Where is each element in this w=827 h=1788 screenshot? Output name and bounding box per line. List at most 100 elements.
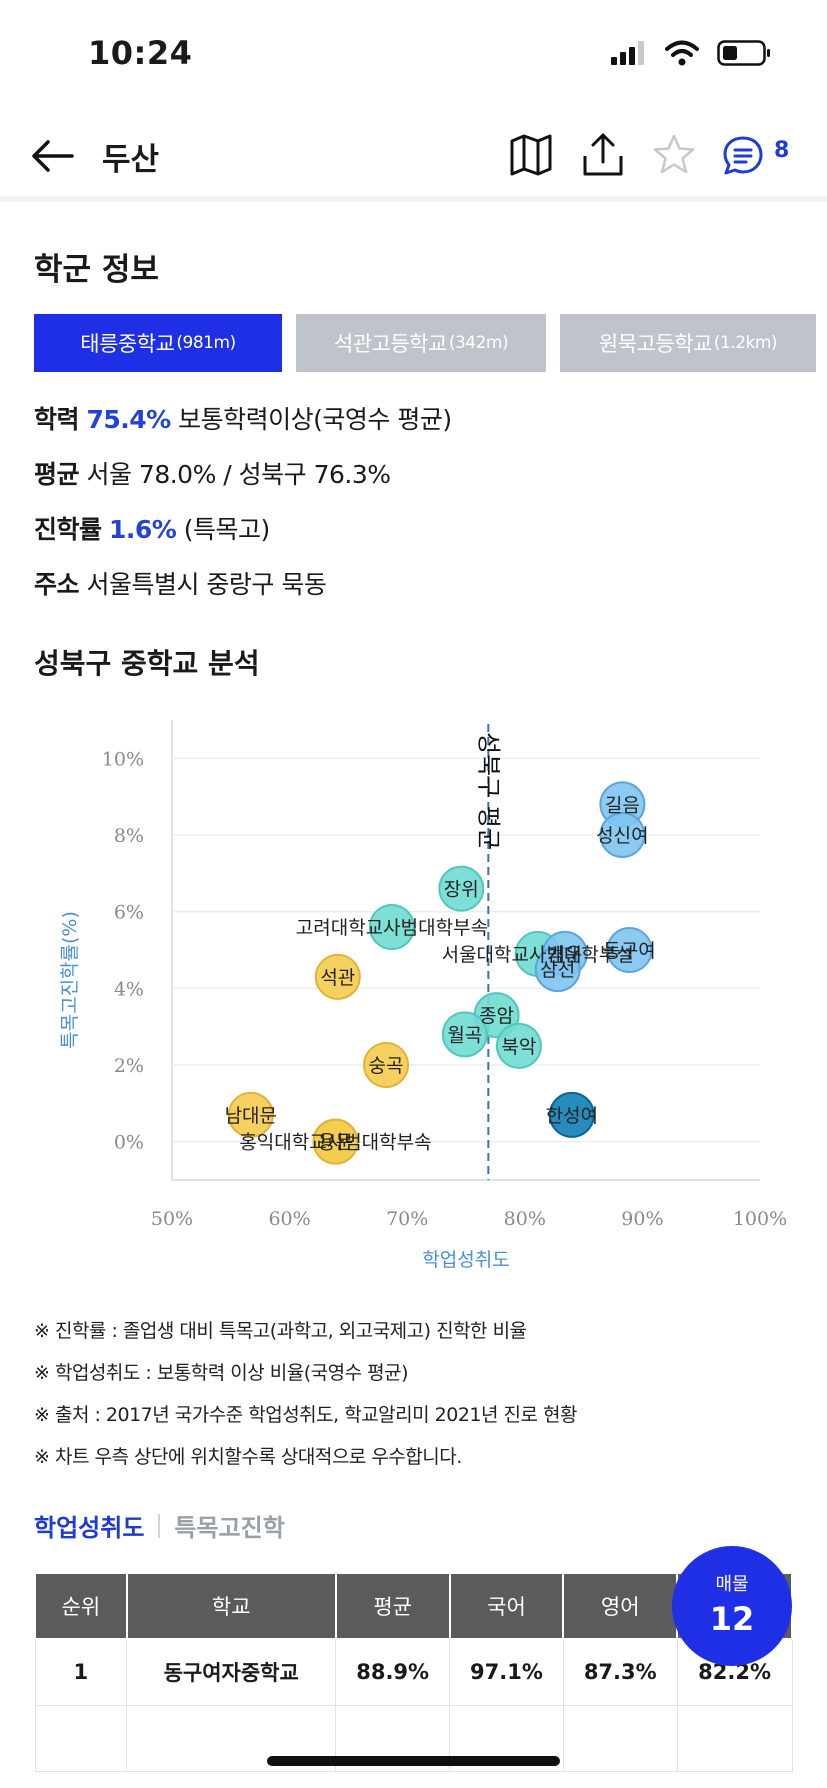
- advance-line: 진학률 1.6% (특목고): [34, 510, 270, 546]
- table-row[interactable]: 1 동구여자중학교 88.9% 97.1% 87.3% 82.2%: [34, 1638, 793, 1706]
- address-line: 주소 서울특별시 중랑구 묵동: [34, 565, 327, 601]
- data-point-label: 길음: [605, 794, 640, 816]
- x-tick-label: 50%: [151, 1208, 193, 1230]
- average-line-label: 성북구 평균: [474, 732, 502, 850]
- back-arrow-icon[interactable]: [28, 132, 76, 180]
- note-2: ※ 학업성취도 : 보통학력 이상 비율(국영수 평균): [34, 1362, 409, 1384]
- tab-school-3-name: 원묵고등학교: [598, 332, 712, 356]
- school-info-heading: 학군 정보: [34, 252, 159, 288]
- col-rank: 순위: [34, 1572, 128, 1640]
- advance-value: 1.6%: [108, 515, 177, 544]
- cell-partial: [676, 1704, 793, 1772]
- data-point-label: 한성여: [546, 1105, 598, 1127]
- note-4: ※ 차트 우측 상단에 위치할수록 상대적으로 우수합니다.: [34, 1446, 462, 1468]
- achievement-desc: 보통학력이상(국영수 평균): [178, 405, 452, 434]
- average-label: 평균: [34, 460, 80, 489]
- tab-school-2[interactable]: 석관고등학교 (342m): [296, 314, 546, 372]
- advance-label: 진학률: [34, 515, 102, 544]
- cell-partial: [562, 1704, 678, 1772]
- tab-school-1[interactable]: 태릉중학교 (981m): [34, 314, 282, 372]
- data-point-label: 삼선: [540, 959, 575, 981]
- share-icon[interactable]: [580, 132, 626, 178]
- data-point-label: 홍익대학교사범대학부속: [239, 1132, 431, 1154]
- tab-school-1-distance: (981m): [176, 333, 236, 353]
- y-tick-label: 10%: [102, 748, 144, 770]
- data-point[interactable]: [438, 865, 485, 912]
- x-tick-label: 90%: [621, 1208, 663, 1230]
- cell-school: 동구여자중학교: [126, 1638, 337, 1706]
- tab-divider: [158, 1513, 161, 1538]
- address-value: 서울특별시 중랑구 묵동: [86, 570, 327, 599]
- battery-icon: [717, 40, 770, 66]
- status-time: 10:24: [88, 34, 193, 72]
- data-point[interactable]: [368, 904, 415, 950]
- data-point-label: 월곡: [447, 1024, 482, 1046]
- col-school: 학교: [125, 1572, 337, 1640]
- tab-special-school[interactable]: 특목고진학: [174, 1514, 285, 1542]
- app-header: 두산 8: [0, 110, 827, 202]
- cellular-signal-icon: [611, 41, 644, 65]
- x-tick-label: 70%: [386, 1208, 428, 1230]
- chat-icon[interactable]: [720, 132, 766, 178]
- status-icons: [611, 40, 771, 66]
- analysis-heading: 성북구 중학교 분석: [34, 647, 260, 680]
- y-tick-label: 2%: [114, 1055, 144, 1077]
- data-point-label: 숭곡: [369, 1055, 404, 1077]
- note-1: ※ 진학률 : 졸업생 대비 특목고(과학고, 외고국제고) 진학한 비율: [34, 1320, 527, 1342]
- data-point-label: 남대문: [225, 1105, 277, 1127]
- data-point[interactable]: [606, 927, 653, 973]
- cell-average: 88.9%: [335, 1638, 451, 1706]
- map-icon[interactable]: [508, 132, 554, 178]
- home-indicator: [267, 1756, 560, 1766]
- chat-count-badge[interactable]: 8: [774, 138, 790, 163]
- school-tabs: 태릉중학교 (981m) 석관고등학교 (342m) 원묵고등학교 (1.2km…: [34, 314, 816, 372]
- achievement-value: 75.4%: [86, 405, 171, 434]
- listings-fab[interactable]: 매물 12: [672, 1546, 792, 1666]
- data-point-label: 석관: [320, 967, 355, 989]
- y-tick-label: 0%: [114, 1132, 144, 1154]
- x-tick-label: 100%: [733, 1208, 787, 1230]
- data-point[interactable]: [548, 1091, 595, 1138]
- wifi-icon: [665, 40, 699, 66]
- advance-desc: (특목고): [183, 515, 271, 544]
- note-3: ※ 출처 : 2017년 국가수준 학업성취도, 학교알리미 2021년 진로 …: [34, 1404, 578, 1426]
- y-axis-title: 특목고진학률(%): [59, 911, 81, 1049]
- data-point[interactable]: [599, 812, 646, 858]
- tab-school-2-name: 석관고등학교: [333, 332, 447, 356]
- status-bar: 10:24: [0, 0, 827, 110]
- achievement-label: 학력: [34, 405, 80, 434]
- data-point[interactable]: [227, 1091, 274, 1138]
- y-tick-label: 8%: [114, 825, 144, 847]
- data-point-label: 고려대학교사범대학부속: [296, 917, 488, 939]
- fab-count: 12: [709, 1600, 755, 1638]
- fab-label: 매물: [715, 1574, 749, 1595]
- data-point-label: 동구여: [603, 940, 655, 962]
- data-point[interactable]: [441, 1011, 488, 1058]
- tab-achievement[interactable]: 학업성취도: [34, 1514, 145, 1542]
- data-point-label: 성신여: [596, 825, 648, 847]
- data-point-label: 용문: [318, 1132, 353, 1154]
- data-point-label: 서울대학교사범대학부설: [442, 944, 634, 966]
- y-tick-label: 4%: [114, 978, 144, 1000]
- data-point[interactable]: [312, 1118, 359, 1165]
- address-label: 주소: [34, 570, 80, 599]
- x-tick-label: 60%: [268, 1208, 310, 1230]
- data-point[interactable]: [495, 1022, 542, 1069]
- cell-korean: 97.1%: [449, 1638, 564, 1706]
- x-axis-title: 학업성취도: [422, 1249, 509, 1271]
- tab-school-3-distance: (1.2km): [713, 333, 778, 353]
- tab-school-3[interactable]: 원묵고등학교 (1.2km): [560, 314, 816, 372]
- data-point-label: 개운: [547, 944, 582, 966]
- tab-school-1-name: 태릉중학교: [80, 332, 175, 356]
- x-tick-label: 80%: [504, 1208, 546, 1230]
- data-point[interactable]: [534, 946, 581, 993]
- average-line: 평균 서울 78.0% / 성북구 76.3%: [34, 455, 391, 491]
- data-point[interactable]: [314, 953, 361, 1000]
- average-value: 서울 78.0% / 성북구 76.3%: [86, 460, 391, 489]
- cell-partial: [34, 1704, 128, 1772]
- page-title: 두산: [102, 142, 160, 178]
- data-point[interactable]: [363, 1042, 410, 1088]
- ranking-tabs: 학업성취도 특목고진학: [34, 1508, 285, 1543]
- star-icon[interactable]: [651, 132, 697, 178]
